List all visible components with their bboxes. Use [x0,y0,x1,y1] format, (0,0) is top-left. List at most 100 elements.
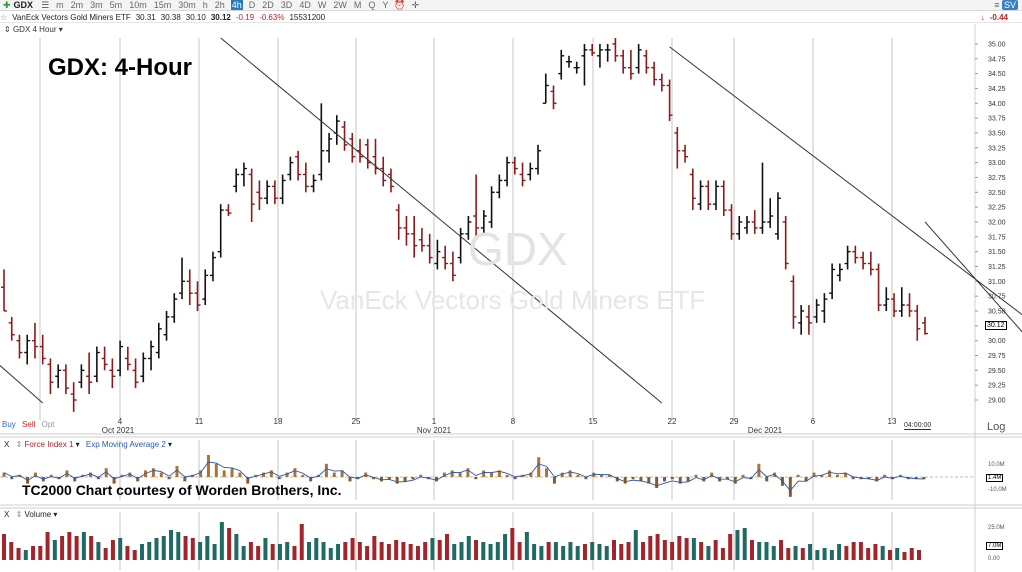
ohlc-bar [140,352,147,383]
volume-bar [510,528,515,560]
interval-2h[interactable]: 2h [214,0,225,10]
volume-axis-bottom: 0.00 [988,556,1000,562]
ohlc-bar [62,364,69,395]
force-bar [2,472,6,477]
force-bar [285,472,289,477]
interval-10m[interactable]: 10m [129,0,147,10]
interval-4h[interactable]: 4h [230,0,243,10]
force-bar [73,477,77,482]
volume-bar [277,544,282,560]
ohlc-bar [302,162,309,193]
drag-handle-icon[interactable]: ⇕ [4,25,11,34]
crosshair-icon[interactable]: ✛ [411,0,420,10]
opt-button[interactable]: Opt [41,420,55,429]
volume-label[interactable]: Volume [24,510,52,519]
volume-bar [227,528,232,560]
ohlc-bar [171,293,178,323]
menu-icon[interactable]: ☰ [41,0,50,10]
interval-3m[interactable]: 3m [90,0,103,10]
volume-bar [89,536,94,560]
volume-bar [415,546,420,560]
force-index-label[interactable]: Force Index 1 [24,440,74,449]
force-bar [183,477,187,482]
chart-headline: GDX: 4-Hour [48,54,192,81]
volume-bar [408,544,413,560]
symbol-field[interactable]: GDX [13,0,34,10]
drag-handle-icon[interactable]: ⇕ [15,440,23,449]
y-tick-label: 32.50 [988,190,1006,197]
ohlc-bar [380,156,387,187]
interval-4D[interactable]: 4D [299,0,311,10]
force-bar [545,468,549,477]
ohlc-bar [271,180,278,205]
interval-2W[interactable]: 2W [333,0,347,10]
volume-bar [118,538,123,560]
ohlc-bar [620,49,627,74]
notes-icon[interactable]: ≡ [994,0,1000,10]
force-bar [875,477,879,482]
add-symbol-icon[interactable]: ✚ [3,0,11,10]
y-tick-label: 30.75 [988,294,1006,301]
force-bar [513,477,517,480]
ohlc-bar [279,174,286,205]
volume-bar [917,550,921,560]
volume-bar [45,532,50,560]
trendlines[interactable] [0,37,1022,404]
interval-m[interactable]: m [56,0,64,10]
force-bar [820,474,824,477]
ema-label[interactable]: Exp Moving Average 2 [85,440,166,449]
y-tick-label: 29.75 [988,353,1006,360]
interval-2D[interactable]: 2D [262,0,274,10]
force-bar [49,474,53,477]
force-bar [639,477,643,482]
force-bar [600,474,604,477]
close-panel-button[interactable]: X [4,510,10,519]
log-scale-toggle[interactable]: Log [987,421,1006,433]
force-bar [560,472,564,477]
interval-h[interactable]: h [202,0,208,10]
volume-bar [757,542,762,560]
ohlc-bar [264,180,271,205]
price-panel-label[interactable]: ⇕ GDX 4 Hour ▾ [4,25,63,34]
force-ema-line [3,461,925,492]
y-tick-label: 33.75 [988,116,1006,123]
ohlc-bar [558,49,565,80]
drag-handle-icon[interactable]: ⇕ [15,510,23,519]
interval-15m[interactable]: 15m [153,0,172,10]
y-tick-label: 34.75 [988,56,1006,63]
interval-30m[interactable]: 30m [178,0,196,10]
ohlc-bar [248,168,255,222]
ohlc-bar [535,144,542,175]
ohlc-bar [240,162,247,187]
sell-button[interactable]: Sell [22,420,36,429]
star-icon[interactable]: ☆ [0,12,8,22]
interval-M[interactable]: M [353,0,362,10]
interval-Q[interactable]: Q [368,0,376,10]
sv-badge[interactable]: SV [1001,0,1018,10]
volume-bar [219,522,224,560]
alarm-icon[interactable]: ⏰ [394,0,406,10]
interval-3D[interactable]: 3D [280,0,293,10]
buy-button[interactable]: Buy [2,420,16,429]
force-bar [694,474,698,477]
ohlc-bar [790,275,797,329]
ohlc-bar [813,299,820,323]
interval-Y[interactable]: Y [382,0,389,10]
ohlc-bar [898,287,905,317]
volume-bar [851,542,856,560]
watermark-name: VanEck Vectors Gold Miners ETF [320,285,706,315]
ohlc-bar [488,186,495,228]
volume-bar [481,542,486,560]
volume-bar [169,530,174,560]
ohlc-bar [759,162,766,234]
close-panel-button[interactable]: X [4,440,10,449]
interval-D[interactable]: D [248,0,256,10]
volume-bar [662,540,667,560]
ohlc-bar [86,352,93,395]
volume-bar [524,532,529,560]
interval-2m[interactable]: 2m [70,0,84,10]
interval-W[interactable]: W [317,0,327,10]
force-bar [914,477,918,480]
interval-5m[interactable]: 5m [109,0,123,10]
